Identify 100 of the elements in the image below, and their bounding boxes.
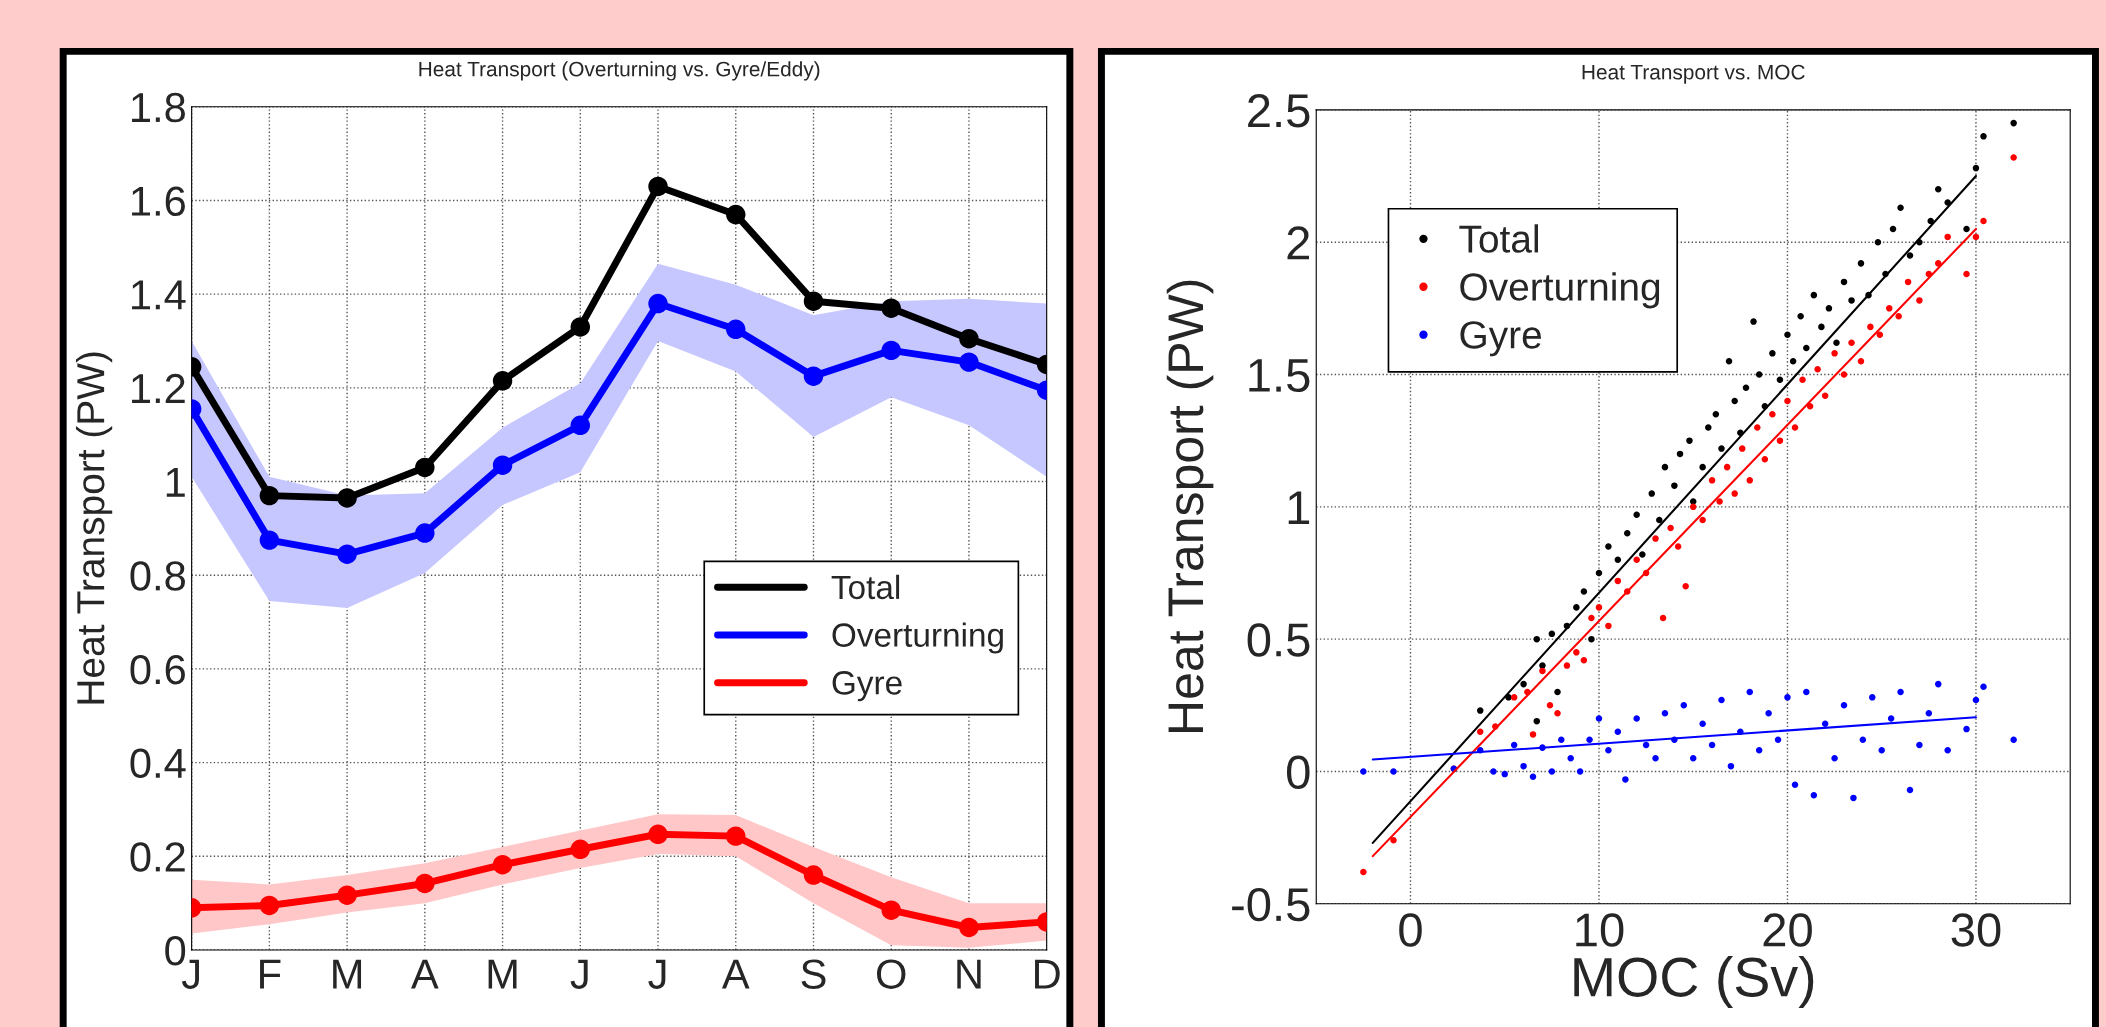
point: [1633, 715, 1640, 722]
point: [1360, 768, 1367, 775]
point: [881, 340, 901, 361]
point: [1840, 702, 1848, 709]
y-tick-label: 1: [1288, 491, 1310, 524]
x-tick-label: J: [648, 959, 666, 989]
point: [803, 865, 824, 885]
point: [1614, 728, 1622, 736]
x-tick-label: A: [721, 959, 750, 989]
point: [1755, 747, 1763, 754]
y-tick-label: 1.6: [132, 186, 185, 216]
y-tick-label: 0.4: [130, 748, 186, 779]
y-tick-label: 1.8: [132, 92, 185, 123]
point: [1727, 762, 1735, 770]
point: [259, 530, 280, 550]
point: [1576, 768, 1584, 775]
point: [726, 319, 746, 340]
point: [1859, 736, 1867, 743]
legend-label: Gyre: [832, 671, 902, 702]
y-tick-label: 1: [166, 467, 185, 497]
point: [1906, 786, 1914, 794]
point: [492, 855, 513, 875]
point: [1548, 768, 1556, 775]
point: [1520, 762, 1527, 770]
point: [959, 328, 979, 349]
chart-title: Heat Transport vs. MOC: [1582, 64, 1805, 84]
point: [492, 455, 513, 475]
point: [1680, 702, 1688, 709]
point: [1699, 720, 1706, 728]
point: [1390, 768, 1397, 775]
point: [959, 352, 979, 372]
point: [1746, 688, 1754, 696]
x-tick-label: M: [488, 959, 517, 989]
point: [1718, 696, 1725, 704]
point: [1529, 773, 1537, 780]
y-tick-label: 0.2: [130, 842, 185, 872]
point: [415, 457, 435, 478]
x-tick-label: A: [411, 959, 439, 989]
point: [1810, 792, 1818, 799]
point: [1963, 725, 1970, 733]
y-tick-label: 0.6: [130, 654, 185, 685]
point: [1803, 688, 1810, 696]
point: [881, 900, 901, 920]
point: [1791, 781, 1799, 788]
y-tick-label: 0.8: [130, 561, 185, 591]
point: [1642, 741, 1650, 749]
x-tick-label: S: [801, 959, 826, 989]
point: [1878, 747, 1885, 754]
y-tick-label: -0.5: [1232, 887, 1310, 922]
point: [1944, 747, 1951, 754]
point: [803, 366, 824, 386]
y-tick-label: 1.5: [1249, 359, 1310, 393]
point: [1605, 747, 1612, 754]
point: [881, 298, 901, 318]
chart-title: Heat Transport (Overturning vs. Gyre/Eddy): [419, 61, 820, 81]
point: [1765, 709, 1772, 717]
x-tick-label: 10: [1576, 913, 1624, 947]
point: [1980, 683, 1987, 691]
point: [1586, 736, 1593, 743]
x-tick-label: J: [570, 959, 588, 989]
point: [1510, 741, 1518, 749]
x-tick-label: N: [957, 959, 981, 989]
point: [1558, 736, 1565, 743]
point: [1784, 694, 1791, 701]
x-tick-label: F: [260, 959, 281, 989]
x-axis-title: MOC (Sv): [1574, 956, 1814, 1008]
point: [337, 488, 357, 508]
point: [570, 839, 591, 859]
point: [570, 317, 591, 337]
y-tick-label: 1.4: [132, 280, 186, 310]
point: [1935, 680, 1942, 688]
point: [803, 291, 824, 311]
point: [415, 523, 435, 543]
point: [1850, 794, 1857, 802]
x-tick-label: 20: [1763, 913, 1812, 947]
y-axis-title: Heat Transport (PW): [75, 352, 113, 704]
point: [415, 873, 435, 894]
point: [1821, 720, 1829, 728]
point: [959, 917, 979, 938]
point: [337, 885, 357, 905]
legend-label: Total: [831, 574, 900, 600]
point: [259, 895, 280, 916]
point: [1708, 741, 1716, 749]
point: [1661, 709, 1669, 717]
point: [1567, 754, 1574, 762]
point: [1869, 694, 1876, 701]
point: [1501, 770, 1508, 778]
x-tick-label: D: [1035, 959, 1060, 989]
legend-label: Overturning: [1460, 272, 1660, 309]
point: [1689, 754, 1697, 762]
point: [1622, 776, 1629, 783]
point: [259, 485, 280, 506]
y-axis-title: Heat Transport (PW): [1166, 280, 1214, 732]
point: [1595, 715, 1603, 722]
point: [570, 415, 591, 436]
point: [2010, 736, 2017, 743]
y-tick-label: 2: [1287, 226, 1310, 260]
point: [1897, 688, 1904, 696]
legend-label: Gyre: [1460, 321, 1542, 357]
y-tick-label: 0.5: [1247, 623, 1310, 657]
